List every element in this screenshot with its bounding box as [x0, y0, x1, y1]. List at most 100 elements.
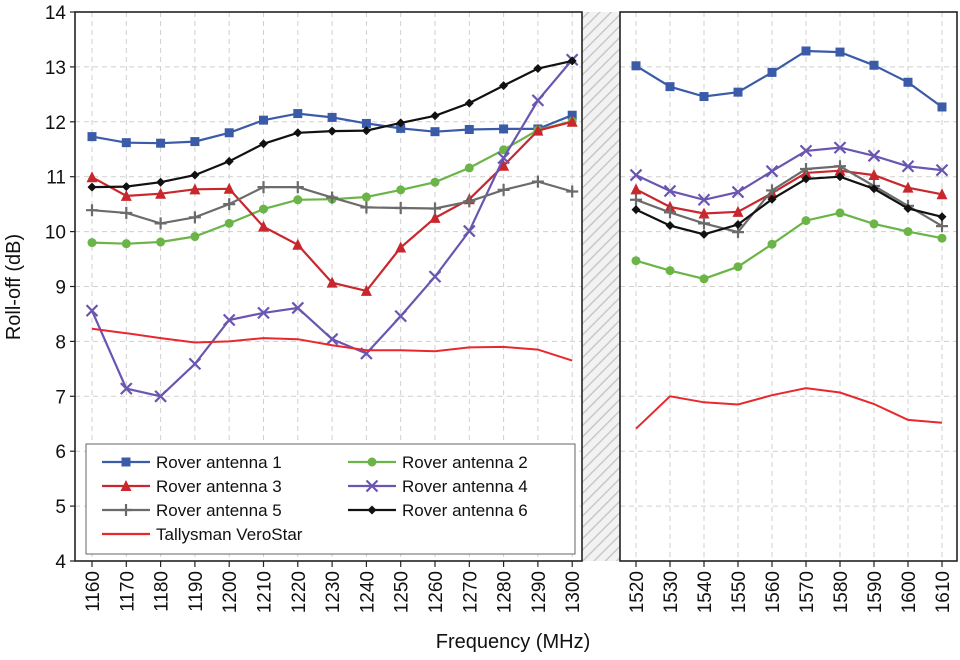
data-point	[224, 128, 234, 138]
data-point	[498, 159, 510, 171]
y-tick-label: 12	[45, 113, 66, 134]
data-point	[429, 211, 441, 223]
data-point	[223, 198, 236, 211]
data-point	[801, 216, 811, 226]
data-point	[567, 56, 577, 66]
x-tick-label: 1280	[495, 571, 516, 613]
data-point	[868, 169, 880, 181]
data-point	[663, 184, 677, 198]
legend: Rover antenna 1 Rover antenna 2 Rover ante…	[85, 443, 576, 555]
legend-item: Rover antenna 3	[102, 477, 282, 496]
data-point	[531, 94, 545, 107]
data-point	[293, 195, 303, 205]
data-point	[190, 137, 200, 147]
data-point	[937, 212, 947, 222]
legend-label: Rover antenna 6	[402, 501, 528, 520]
series-line-left	[91, 327, 573, 362]
data-point	[463, 195, 476, 208]
legend-swatch-marker	[367, 457, 377, 467]
data-point	[360, 284, 372, 296]
x-tick-label: 1590	[865, 571, 886, 613]
legend-item: Tallysman VeroStar	[102, 525, 303, 544]
data-point	[85, 304, 99, 317]
data-point	[394, 201, 407, 214]
data-point	[631, 61, 641, 71]
y-tick-label: 4	[55, 552, 66, 573]
data-point	[699, 274, 709, 284]
x-tick-label: 1240	[357, 571, 378, 613]
data-point	[799, 144, 813, 158]
x-tick-label: 1600	[899, 571, 920, 613]
data-point	[835, 208, 845, 218]
data-point	[361, 118, 371, 128]
x-tick-label: 1160	[83, 571, 104, 612]
data-point	[259, 115, 268, 125]
data-point	[257, 306, 270, 320]
data-point	[767, 194, 777, 204]
x-tick-label: 1290	[529, 571, 550, 613]
data-point	[258, 220, 269, 232]
y-tick-label: 8	[55, 332, 66, 353]
data-point	[325, 332, 339, 346]
data-point	[699, 229, 709, 239]
data-point	[903, 204, 913, 214]
legend-label: Rover antenna 3	[156, 477, 282, 496]
data-point	[499, 81, 509, 91]
data-point	[867, 149, 881, 163]
data-point	[121, 138, 131, 148]
data-point	[630, 193, 642, 206]
x-tick-label: 1190	[186, 571, 207, 612]
data-point	[937, 102, 947, 112]
data-point	[733, 87, 743, 97]
y-axis-title: Roll-off (dB)	[3, 234, 25, 340]
x-tick-label: 1580	[831, 571, 852, 613]
data-point	[566, 115, 578, 127]
data-point	[326, 191, 339, 204]
data-point	[699, 92, 709, 102]
data-point	[121, 239, 131, 249]
data-point	[664, 206, 676, 219]
data-point	[292, 238, 304, 250]
legend-item: Rover antenna 1	[102, 453, 282, 472]
axis-break-band	[582, 12, 620, 561]
legend-label: Rover antenna 2	[402, 453, 528, 472]
data-point	[631, 205, 641, 215]
series-line-right	[635, 49, 943, 108]
data-point	[156, 177, 166, 187]
data-point	[566, 185, 579, 198]
legend-swatch-marker	[120, 504, 132, 516]
data-point	[396, 123, 406, 133]
x-tick-label: 1540	[695, 571, 716, 613]
data-point	[936, 188, 948, 200]
data-point	[361, 126, 371, 136]
legend-swatch-marker	[365, 479, 379, 493]
legend-label: Rover antenna 4	[402, 477, 528, 496]
legend-item: Rover antenna 2	[348, 453, 528, 472]
data-point	[937, 233, 947, 243]
y-tick-label: 6	[55, 442, 66, 463]
data-point	[698, 217, 710, 230]
y-tick-label: 11	[46, 168, 66, 189]
data-point	[463, 224, 476, 238]
data-point	[86, 204, 98, 217]
data-point	[430, 127, 440, 137]
data-point	[396, 118, 406, 128]
data-point	[360, 201, 373, 214]
data-point	[835, 172, 845, 182]
data-point	[327, 112, 337, 122]
data-point	[120, 382, 133, 395]
data-point	[189, 183, 201, 195]
series-group	[85, 46, 949, 430]
x-tick-label: 1220	[289, 571, 310, 613]
x-tick-label: 1180	[152, 571, 173, 612]
x-tick-label: 1250	[392, 571, 413, 613]
data-point	[224, 218, 234, 228]
x-tick-label: 1210	[255, 571, 276, 613]
data-point	[86, 171, 98, 183]
data-point	[156, 237, 166, 247]
data-point	[731, 185, 745, 199]
data-point	[259, 204, 268, 214]
x-tick-label: 1520	[627, 571, 648, 613]
data-point	[732, 205, 744, 217]
